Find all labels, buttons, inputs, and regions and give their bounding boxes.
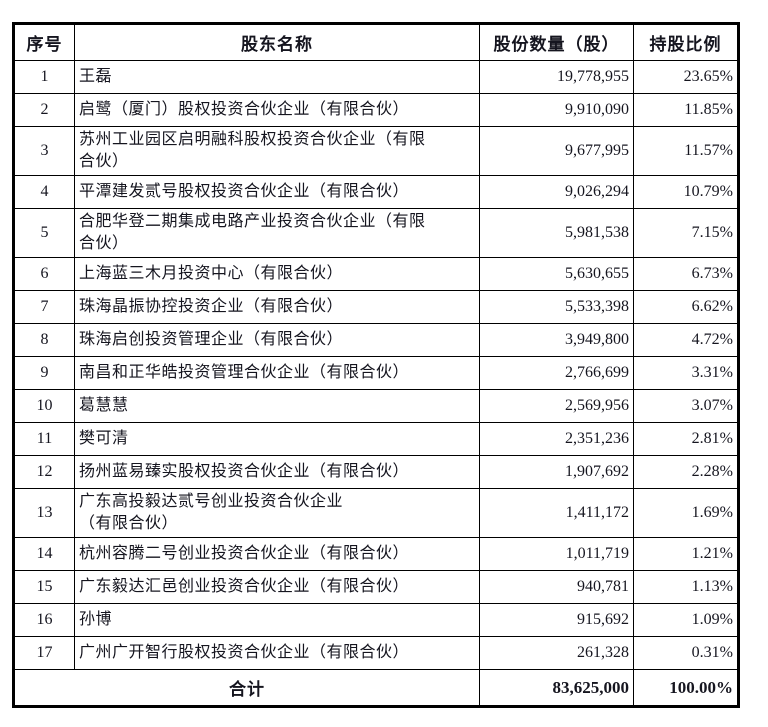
cell-shares: 9,677,995 <box>479 126 634 176</box>
cell-index: 9 <box>13 356 75 390</box>
table-row: 9 南昌和正华皓投资管理合伙企业（有限合伙） 2,766,699 3.31% <box>13 356 739 390</box>
total-shares: 83,625,000 <box>479 669 634 707</box>
table-row: 17 广州广开智行股权投资合伙企业（有限合伙） 261,328 0.31% <box>13 636 739 670</box>
cell-shares: 940,781 <box>479 570 634 604</box>
cell-pct: 1.69% <box>633 488 739 538</box>
cell-pct: 4.72% <box>633 323 739 357</box>
cell-pct: 6.62% <box>633 290 739 324</box>
cell-index: 1 <box>13 60 75 94</box>
header-shareholder-name: 股东名称 <box>74 23 480 61</box>
cell-name: 上海蓝三木月投资中心（有限合伙） <box>74 257 480 291</box>
shareholder-table: 序号 股东名称 股份数量（股） 持股比例 1 王磊 19,778,955 23.65%… <box>12 22 740 708</box>
cell-name: 王磊 <box>74 60 480 94</box>
cell-shares: 9,910,090 <box>479 93 634 127</box>
cell-index: 7 <box>13 290 75 324</box>
table-row: 13 广东高投毅达贰号创业投资合伙企业 （有限合伙） 1,411,172 1.69% <box>13 488 739 538</box>
table-row: 15 广东毅达汇邑创业投资合伙企业（有限合伙） 940,781 1.13% <box>13 570 739 604</box>
cell-index: 5 <box>13 208 75 258</box>
table-row: 8 珠海启创投资管理企业（有限合伙） 3,949,800 4.72% <box>13 323 739 357</box>
header-percentage: 持股比例 <box>633 23 739 61</box>
cell-pct: 11.57% <box>633 126 739 176</box>
cell-pct: 0.31% <box>633 636 739 670</box>
cell-pct: 1.09% <box>633 603 739 637</box>
cell-shares: 1,011,719 <box>479 537 634 571</box>
total-percentage: 100.00% <box>633 669 739 707</box>
cell-pct: 2.28% <box>633 455 739 489</box>
cell-shares: 5,630,655 <box>479 257 634 291</box>
cell-shares: 3,949,800 <box>479 323 634 357</box>
cell-name: 珠海晶振协控投资企业（有限合伙） <box>74 290 480 324</box>
table-row: 12 扬州蓝易臻实股权投资合伙企业（有限合伙） 1,907,692 2.28% <box>13 455 739 489</box>
cell-shares: 2,569,956 <box>479 389 634 423</box>
total-label: 合计 <box>13 669 480 707</box>
cell-index: 11 <box>13 422 75 456</box>
cell-shares: 1,907,692 <box>479 455 634 489</box>
cell-shares: 2,351,236 <box>479 422 634 456</box>
cell-shares: 2,766,699 <box>479 356 634 390</box>
cell-shares: 5,981,538 <box>479 208 634 258</box>
cell-name: 广东高投毅达贰号创业投资合伙企业 （有限合伙） <box>74 488 480 538</box>
cell-index: 8 <box>13 323 75 357</box>
cell-index: 6 <box>13 257 75 291</box>
cell-index: 12 <box>13 455 75 489</box>
cell-name: 合肥华登二期集成电路产业投资合伙企业（有限 合伙） <box>74 208 480 258</box>
cell-pct: 6.73% <box>633 257 739 291</box>
cell-shares: 5,533,398 <box>479 290 634 324</box>
cell-pct: 7.15% <box>633 208 739 258</box>
table-row: 14 杭州容腾二号创业投资合伙企业（有限合伙） 1,011,719 1.21% <box>13 537 739 571</box>
cell-index: 13 <box>13 488 75 538</box>
cell-name: 珠海启创投资管理企业（有限合伙） <box>74 323 480 357</box>
table-row: 3 苏州工业园区启明融科股权投资合伙企业（有限 合伙） 9,677,995 11.57… <box>13 126 739 176</box>
table-row: 6 上海蓝三木月投资中心（有限合伙） 5,630,655 6.73% <box>13 257 739 291</box>
cell-pct: 10.79% <box>633 175 739 209</box>
cell-name: 扬州蓝易臻实股权投资合伙企业（有限合伙） <box>74 455 480 489</box>
cell-index: 4 <box>13 175 75 209</box>
cell-pct: 23.65% <box>633 60 739 94</box>
cell-name: 孙博 <box>74 603 480 637</box>
cell-index: 14 <box>13 537 75 571</box>
cell-index: 10 <box>13 389 75 423</box>
header-row: 序号 股东名称 股份数量（股） 持股比例 <box>13 23 739 61</box>
table-body: 1 王磊 19,778,955 23.65% 2 启鹭（厦门）股权投资合伙企业（有限合伙）… <box>13 60 739 670</box>
cell-name: 苏州工业园区启明融科股权投资合伙企业（有限 合伙） <box>74 126 480 176</box>
table-row: 11 樊可清 2,351,236 2.81% <box>13 422 739 456</box>
table-row: 2 启鹭（厦门）股权投资合伙企业（有限合伙） 9,910,090 11.85% <box>13 93 739 127</box>
cell-name: 南昌和正华皓投资管理合伙企业（有限合伙） <box>74 356 480 390</box>
table-row: 16 孙博 915,692 1.09% <box>13 603 739 637</box>
table-row: 4 平潭建发贰号股权投资合伙企业（有限合伙） 9,026,294 10.79% <box>13 175 739 209</box>
table-row: 10 葛慧慧 2,569,956 3.07% <box>13 389 739 423</box>
cell-name: 葛慧慧 <box>74 389 480 423</box>
cell-shares: 9,026,294 <box>479 175 634 209</box>
cell-shares: 1,411,172 <box>479 488 634 538</box>
cell-shares: 261,328 <box>479 636 634 670</box>
cell-name: 广东毅达汇邑创业投资合伙企业（有限合伙） <box>74 570 480 604</box>
table-row: 5 合肥华登二期集成电路产业投资合伙企业（有限 合伙） 5,981,538 7.15% <box>13 208 739 258</box>
cell-index: 3 <box>13 126 75 176</box>
cell-pct: 2.81% <box>633 422 739 456</box>
total-row: 合计 83,625,000 100.00% <box>13 669 739 707</box>
cell-name: 樊可清 <box>74 422 480 456</box>
header-shares: 股份数量（股） <box>479 23 634 61</box>
cell-index: 16 <box>13 603 75 637</box>
cell-name: 启鹭（厦门）股权投资合伙企业（有限合伙） <box>74 93 480 127</box>
table-row: 1 王磊 19,778,955 23.65% <box>13 60 739 94</box>
cell-pct: 3.07% <box>633 389 739 423</box>
cell-pct: 1.21% <box>633 537 739 571</box>
cell-name: 广州广开智行股权投资合伙企业（有限合伙） <box>74 636 480 670</box>
table-row: 7 珠海晶振协控投资企业（有限合伙） 5,533,398 6.62% <box>13 290 739 324</box>
cell-pct: 3.31% <box>633 356 739 390</box>
cell-shares: 915,692 <box>479 603 634 637</box>
cell-name: 杭州容腾二号创业投资合伙企业（有限合伙） <box>74 537 480 571</box>
cell-index: 15 <box>13 570 75 604</box>
header-index: 序号 <box>13 23 75 61</box>
cell-index: 2 <box>13 93 75 127</box>
cell-pct: 11.85% <box>633 93 739 127</box>
cell-name: 平潭建发贰号股权投资合伙企业（有限合伙） <box>74 175 480 209</box>
cell-pct: 1.13% <box>633 570 739 604</box>
cell-shares: 19,778,955 <box>479 60 634 94</box>
cell-index: 17 <box>13 636 75 670</box>
